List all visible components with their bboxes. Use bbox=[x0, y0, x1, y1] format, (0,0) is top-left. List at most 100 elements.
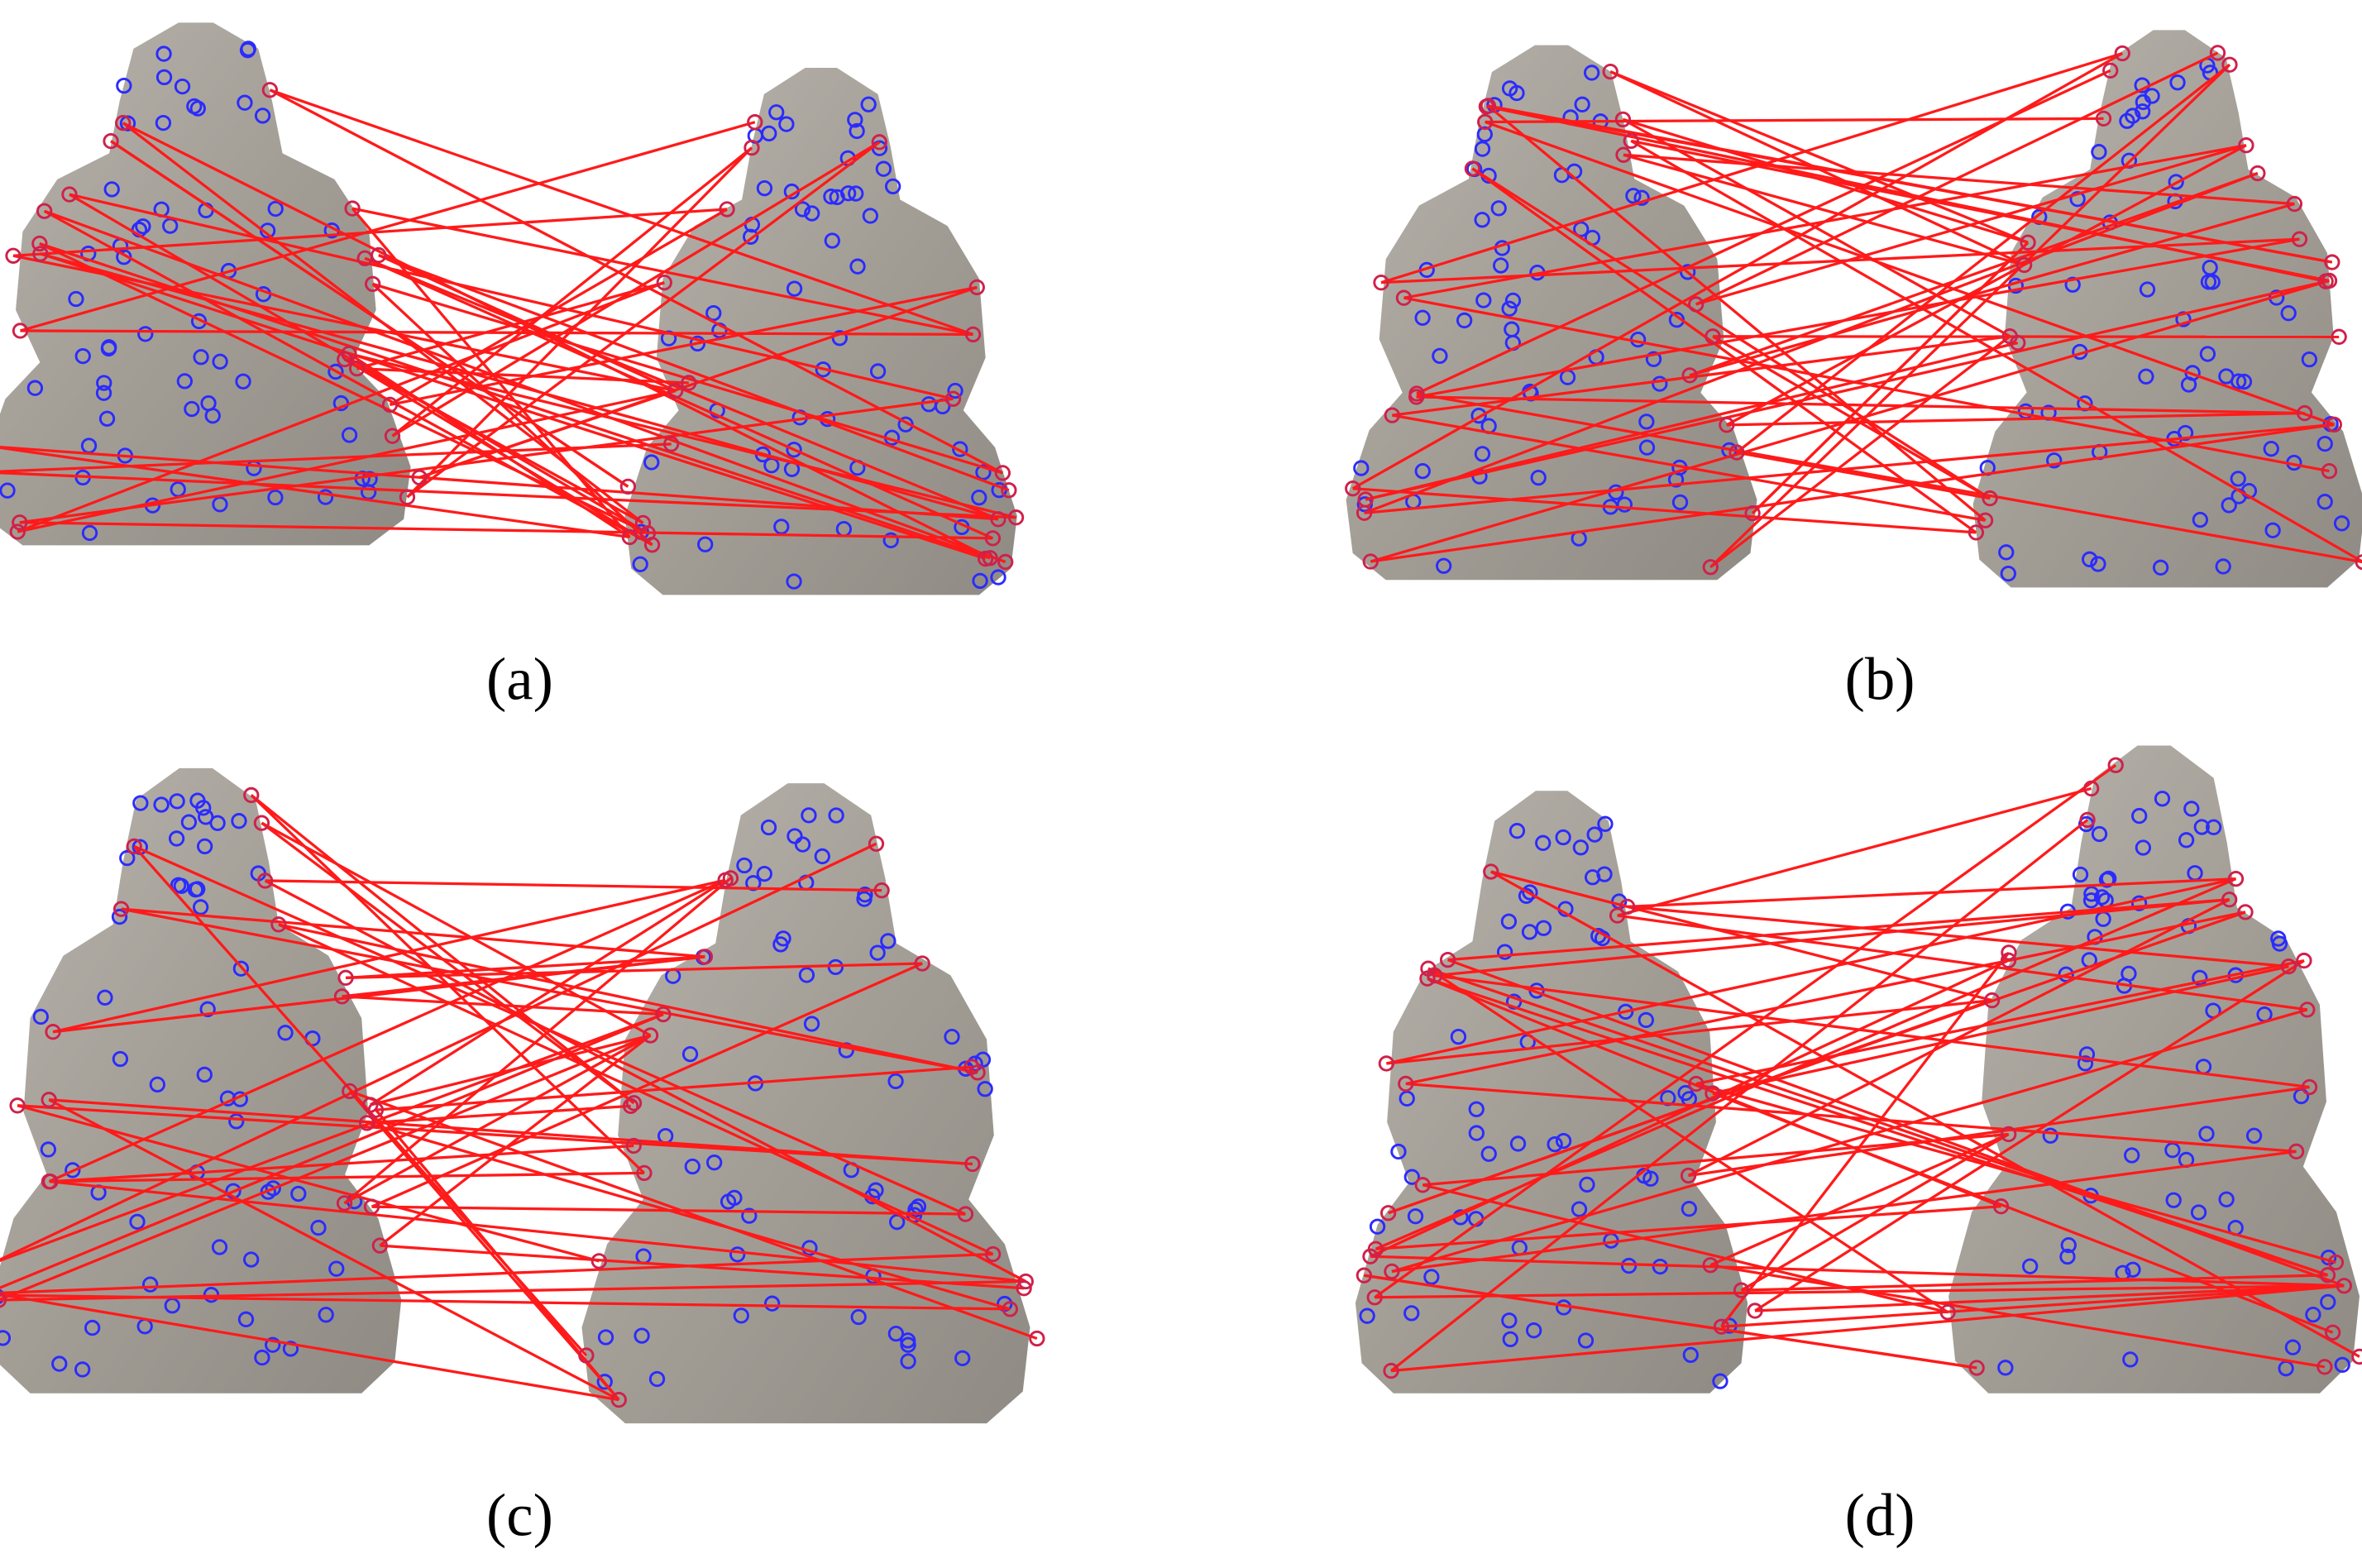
keypoint bbox=[2091, 825, 2108, 843]
matched-point bbox=[2324, 254, 2340, 270]
matched-point bbox=[5, 247, 22, 264]
keypoint bbox=[648, 1370, 666, 1388]
matched-point bbox=[2286, 195, 2302, 213]
matched-point bbox=[1345, 480, 1361, 497]
match-line bbox=[1720, 951, 2011, 1328]
keypoint bbox=[74, 1361, 91, 1378]
keypoint bbox=[756, 865, 772, 882]
matched-point bbox=[625, 1095, 643, 1111]
keypoint bbox=[1456, 312, 1473, 329]
matched-point bbox=[2331, 328, 2347, 345]
matched-point bbox=[1619, 898, 1636, 915]
matched-point bbox=[619, 478, 637, 495]
keypoint bbox=[277, 1025, 294, 1041]
keypoint bbox=[947, 382, 963, 399]
match-line bbox=[389, 208, 728, 406]
match-line bbox=[1627, 877, 2236, 909]
match-line bbox=[1689, 171, 2259, 377]
matched-point bbox=[990, 511, 1006, 528]
keypoint bbox=[310, 1219, 327, 1236]
keypoint bbox=[199, 1001, 216, 1017]
matched-point bbox=[1408, 385, 1425, 402]
keypoint bbox=[237, 94, 253, 111]
match-line bbox=[1386, 998, 1992, 1065]
keypoint bbox=[2000, 565, 2016, 582]
keypoint bbox=[768, 104, 785, 121]
match-line bbox=[1365, 341, 2019, 501]
keypoint bbox=[1423, 1269, 1440, 1285]
keypoint bbox=[1505, 993, 1523, 1010]
matched-point bbox=[1702, 1257, 1719, 1274]
keypoint bbox=[1403, 1169, 1420, 1185]
match-line bbox=[1623, 153, 2025, 267]
matched-point bbox=[115, 115, 131, 131]
keypoint bbox=[632, 556, 648, 572]
matched-point bbox=[2319, 1267, 2336, 1284]
matched-point bbox=[2227, 871, 2245, 887]
match-line bbox=[1364, 423, 2335, 514]
matched-point bbox=[1702, 559, 1719, 576]
keypoint bbox=[1579, 1176, 1595, 1193]
keypoint bbox=[1474, 141, 1491, 157]
matched-point bbox=[994, 465, 1011, 481]
stone bbox=[1948, 745, 2360, 1394]
match-line bbox=[20, 121, 756, 332]
matched-point bbox=[1379, 1205, 1397, 1221]
matched-point bbox=[2291, 231, 2308, 247]
match-line bbox=[1386, 877, 2236, 1065]
keypoint bbox=[290, 1185, 307, 1202]
keypoint bbox=[1470, 408, 1487, 424]
keypoint bbox=[1390, 1143, 1407, 1160]
matched-point bbox=[977, 550, 994, 567]
keypoint bbox=[1583, 65, 1600, 81]
keypoint bbox=[880, 933, 897, 949]
matched-point bbox=[359, 1115, 375, 1131]
matched-point bbox=[667, 382, 684, 399]
keypoint bbox=[1468, 1125, 1485, 1141]
keypoint bbox=[119, 849, 136, 867]
match-line bbox=[52, 878, 726, 1034]
keypoint bbox=[40, 1141, 57, 1158]
matched-point bbox=[873, 882, 890, 899]
keypoint bbox=[2064, 276, 2081, 293]
match-line bbox=[378, 254, 677, 392]
matched-point bbox=[2299, 1002, 2316, 1018]
matched-point bbox=[1719, 417, 1735, 433]
panel-label: (d) bbox=[1845, 1481, 1915, 1548]
keypoint bbox=[2121, 965, 2137, 982]
keypoint bbox=[2139, 281, 2156, 298]
matched-point bbox=[1688, 1075, 1705, 1092]
match-line bbox=[52, 955, 705, 1034]
matched-point bbox=[2324, 1324, 2341, 1341]
keypoint bbox=[155, 45, 172, 62]
keypoint bbox=[888, 1214, 906, 1231]
keypoint bbox=[112, 1050, 129, 1068]
keypoint bbox=[1671, 494, 1689, 511]
matched-point bbox=[2250, 165, 2266, 182]
matched-point bbox=[1705, 1085, 1721, 1102]
matched-point bbox=[1602, 63, 1618, 80]
keypoint bbox=[211, 1239, 228, 1255]
keypoint bbox=[0, 1330, 12, 1346]
matched-point bbox=[719, 201, 735, 218]
keypoint bbox=[1555, 829, 1571, 846]
keypoint bbox=[193, 349, 209, 366]
keypoint bbox=[848, 185, 864, 202]
keypoint bbox=[736, 857, 753, 874]
match-line bbox=[0, 445, 999, 521]
match-line bbox=[261, 821, 652, 1037]
match-line bbox=[0, 442, 672, 473]
keypoint bbox=[597, 1329, 614, 1346]
keypoint bbox=[265, 1336, 281, 1353]
keypoint bbox=[2305, 1306, 2321, 1323]
match-line bbox=[370, 878, 727, 1107]
keypoint bbox=[1620, 1257, 1638, 1274]
matched-point bbox=[126, 838, 142, 855]
keypoint bbox=[778, 116, 795, 132]
matched-point bbox=[1623, 132, 1639, 150]
match-line bbox=[371, 962, 923, 1208]
keypoint bbox=[2135, 839, 2152, 856]
matched-point bbox=[2020, 234, 2036, 251]
keypoint bbox=[2205, 819, 2222, 835]
match-line bbox=[351, 207, 973, 337]
